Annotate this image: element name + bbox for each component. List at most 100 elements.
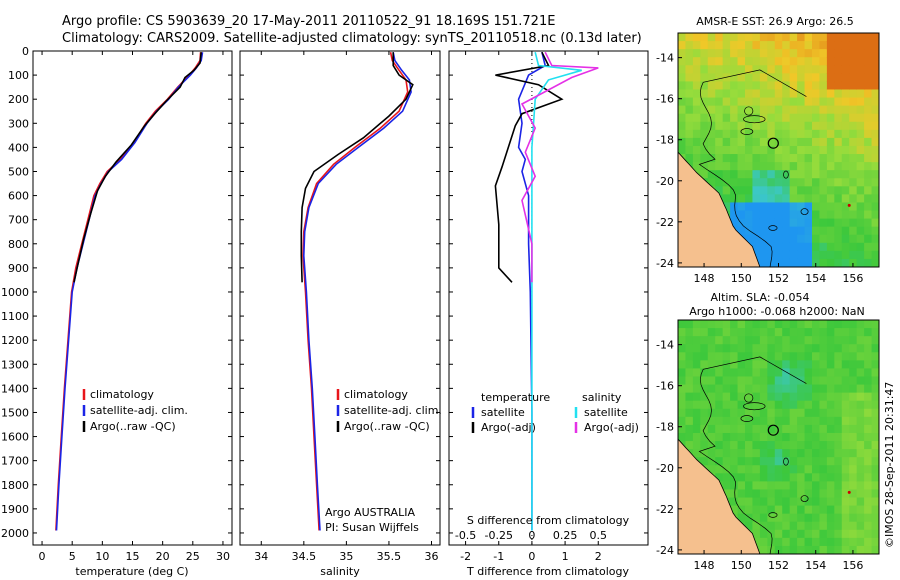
map-cell xyxy=(759,194,768,204)
map-cell xyxy=(856,89,865,99)
map-cell xyxy=(678,57,687,66)
map-cell xyxy=(707,336,716,345)
map-cell xyxy=(826,145,835,155)
map-cell xyxy=(678,97,687,107)
map-cell xyxy=(700,129,709,139)
map-cell xyxy=(871,49,879,58)
map-cell xyxy=(797,250,806,260)
map-cell xyxy=(782,226,791,236)
map-cell xyxy=(819,449,828,458)
map-cell xyxy=(745,400,754,410)
map-cell xyxy=(819,513,828,523)
map-cell xyxy=(871,73,879,83)
map-cell xyxy=(849,537,858,547)
map-cell xyxy=(767,521,776,531)
map-cell xyxy=(707,408,716,418)
map-cell xyxy=(715,400,724,410)
map-cell xyxy=(692,97,701,107)
map-cell xyxy=(819,368,828,378)
map-cell xyxy=(856,226,865,236)
map-cell xyxy=(752,416,761,426)
map-cell xyxy=(849,113,858,123)
map-cell xyxy=(797,529,806,539)
map-cell xyxy=(826,186,835,195)
map-cell xyxy=(819,49,828,58)
map-cell xyxy=(745,210,754,220)
map-cell xyxy=(826,360,835,370)
map-cell xyxy=(812,505,821,515)
map-cell xyxy=(692,449,701,458)
map-cell xyxy=(812,529,821,539)
map-cell xyxy=(685,352,694,361)
map-cell xyxy=(812,81,821,91)
temperature-lines xyxy=(55,52,204,531)
map-cell xyxy=(759,121,768,131)
map-cell xyxy=(812,178,821,187)
map-cell xyxy=(812,384,821,394)
map-cell xyxy=(767,505,776,515)
map-cell xyxy=(759,449,768,458)
map-cell xyxy=(767,400,776,410)
map-cell xyxy=(730,57,739,66)
map-cell xyxy=(856,376,865,386)
map-cell xyxy=(700,441,709,450)
map-cell xyxy=(841,89,850,99)
map-cell xyxy=(722,105,731,115)
map-cell xyxy=(834,242,843,252)
map-cell xyxy=(797,481,806,491)
map-cell xyxy=(856,202,865,212)
map-cell xyxy=(826,384,835,394)
map-cell xyxy=(759,441,768,450)
map-cell xyxy=(812,449,821,458)
map-cell xyxy=(789,441,798,450)
map-cell xyxy=(700,65,709,74)
map-cell xyxy=(804,121,813,131)
map-cell xyxy=(692,137,701,147)
map-cell xyxy=(722,162,731,171)
map-cell xyxy=(856,352,865,361)
map-cell xyxy=(759,41,768,50)
map-cell xyxy=(737,473,746,482)
map-cell xyxy=(700,408,709,418)
map-cell xyxy=(804,368,813,378)
map-cell xyxy=(789,49,798,58)
map-cell xyxy=(864,170,873,179)
map-cell xyxy=(826,154,835,163)
map-cell xyxy=(759,154,768,163)
map-cell xyxy=(767,473,776,482)
map-cell xyxy=(715,320,724,329)
map-cell xyxy=(789,465,798,474)
map-cell xyxy=(849,242,858,252)
map-cell xyxy=(804,226,813,236)
map-cell xyxy=(722,320,731,329)
map-cell xyxy=(715,376,724,386)
map-cell xyxy=(722,432,731,442)
map-cell xyxy=(819,441,828,450)
x-tick-label: 5 xyxy=(69,550,76,563)
map-cell xyxy=(715,360,724,370)
map-cell xyxy=(841,129,850,139)
map-cell xyxy=(759,521,768,531)
map-cell xyxy=(730,408,739,418)
map-cell xyxy=(700,344,709,353)
map-cell xyxy=(841,432,850,442)
map-cell xyxy=(715,441,724,450)
map-cell xyxy=(797,400,806,410)
map-cell xyxy=(685,368,694,378)
map-cell xyxy=(692,113,701,123)
map-cell xyxy=(782,105,791,115)
map-cell xyxy=(856,432,865,442)
map-cell xyxy=(841,416,850,426)
map-cell xyxy=(864,258,873,267)
map-cell xyxy=(856,537,865,547)
map-cell xyxy=(737,97,746,107)
map-cell xyxy=(745,57,754,66)
map-cell xyxy=(700,113,709,123)
map-cell xyxy=(856,441,865,450)
map-cell xyxy=(678,113,687,123)
map-cell xyxy=(745,105,754,115)
map-cell xyxy=(700,392,709,402)
map-cell xyxy=(715,57,724,66)
map-cell xyxy=(871,441,879,450)
